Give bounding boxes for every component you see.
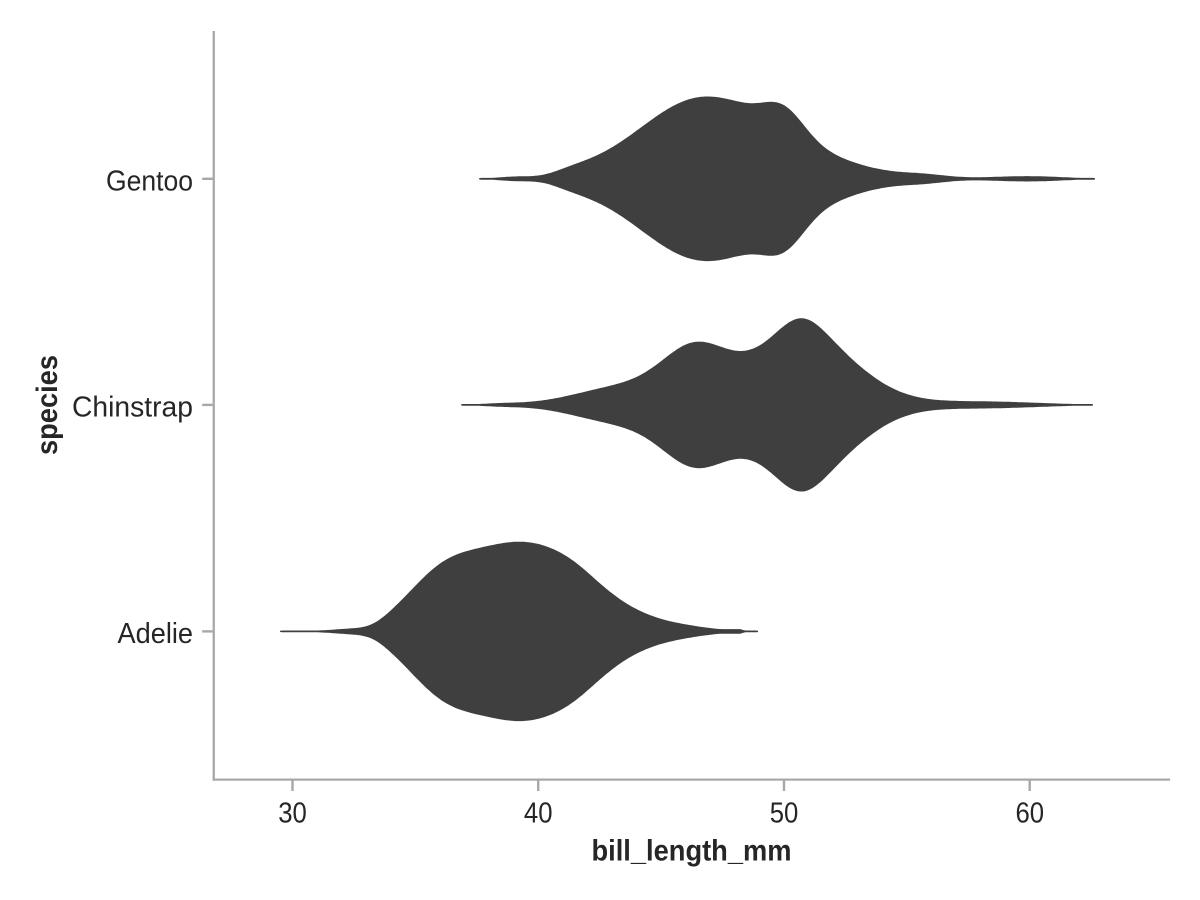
svg-text:Chinstrap: Chinstrap xyxy=(72,392,193,424)
svg-text:30: 30 xyxy=(278,798,307,830)
svg-text:40: 40 xyxy=(524,798,553,830)
svg-text:50: 50 xyxy=(770,798,799,830)
svg-text:60: 60 xyxy=(1016,798,1045,830)
svg-text:species: species xyxy=(31,355,64,455)
svg-text:bill_length_mm: bill_length_mm xyxy=(592,835,792,868)
svg-text:Gentoo: Gentoo xyxy=(106,166,193,198)
svg-text:Adelie: Adelie xyxy=(118,618,194,650)
